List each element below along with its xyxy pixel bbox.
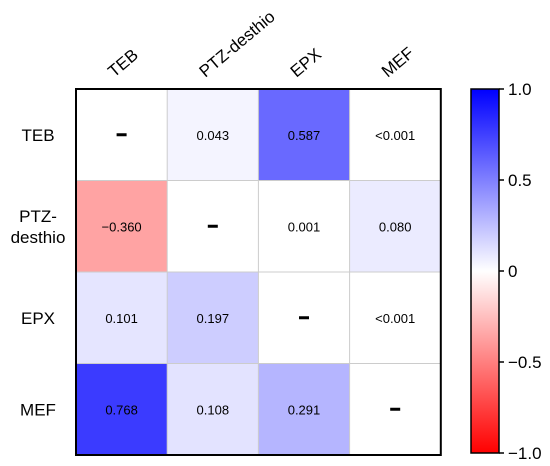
row-label: TEB [21, 126, 54, 145]
colorbar-gradient [470, 88, 500, 454]
heatmap-cell [76, 363, 168, 455]
colorbar-tick-label: 1.0 [508, 80, 532, 99]
colorbar-tick-label: 0 [508, 262, 517, 281]
row-labels: TEB PTZ-desthio EPX MEF [11, 126, 66, 420]
column-label: MEF [378, 43, 418, 81]
heatmap-cell [167, 363, 259, 455]
cell-value-label: 0.768 [105, 402, 138, 417]
heatmap-cell [258, 89, 350, 181]
cell-value-label: −0.360 [102, 219, 142, 234]
row-label: MEF [20, 400, 56, 419]
heatmap-cell [349, 180, 441, 272]
cell-dash [207, 224, 218, 228]
cell-value-label: 0.080 [379, 219, 412, 234]
heatmap-cell [167, 272, 259, 364]
cell-value-label: 0.108 [197, 402, 230, 417]
cell-dash [390, 407, 401, 411]
colorbar-tick-label: −1.0 [508, 444, 542, 463]
colorbar-tick-label: 0.5 [508, 171, 532, 190]
column-label: TEB [104, 45, 142, 81]
heatmap-cell [76, 272, 168, 364]
colorbar: 1.0 0.5 0 −0.5 −1.0 [470, 80, 542, 463]
cell-value-label: 0.001 [288, 219, 321, 234]
colorbar-tick-label: −0.5 [508, 353, 542, 372]
column-label: EPX [287, 45, 325, 81]
heatmap-cell [76, 180, 168, 272]
cell-value-label: 0.197 [197, 311, 230, 326]
heatmap-cell [167, 89, 259, 181]
row-label: EPX [21, 309, 55, 328]
heatmap-cell [258, 363, 350, 455]
heatmap-cell [349, 272, 441, 364]
heatmap-cells: 0.043 0.587 <0.001 −0.360 0.001 0.080 0.101 0.1… [76, 89, 441, 455]
cell-value-label: 0.291 [288, 402, 321, 417]
cell-dash [299, 316, 309, 320]
cell-value-label: <0.001 [375, 311, 415, 326]
row-label: desthio [11, 228, 66, 247]
heatmap-cell [258, 180, 350, 272]
column-label: PTZ-desthio [196, 7, 279, 81]
heatmap-border [75, 88, 442, 456]
heatmap-cell [349, 89, 441, 181]
cell-value-label: <0.001 [375, 128, 415, 143]
column-labels: TEB PTZ-desthio EPX MEF [104, 7, 417, 81]
cell-value-label: 0.587 [288, 128, 321, 143]
row-label: PTZ- [19, 207, 57, 226]
heatmap-grid [75, 88, 442, 456]
cell-value-label: 0.043 [197, 128, 230, 143]
cell-value-label: 0.101 [105, 311, 138, 326]
cell-dash [116, 133, 127, 137]
